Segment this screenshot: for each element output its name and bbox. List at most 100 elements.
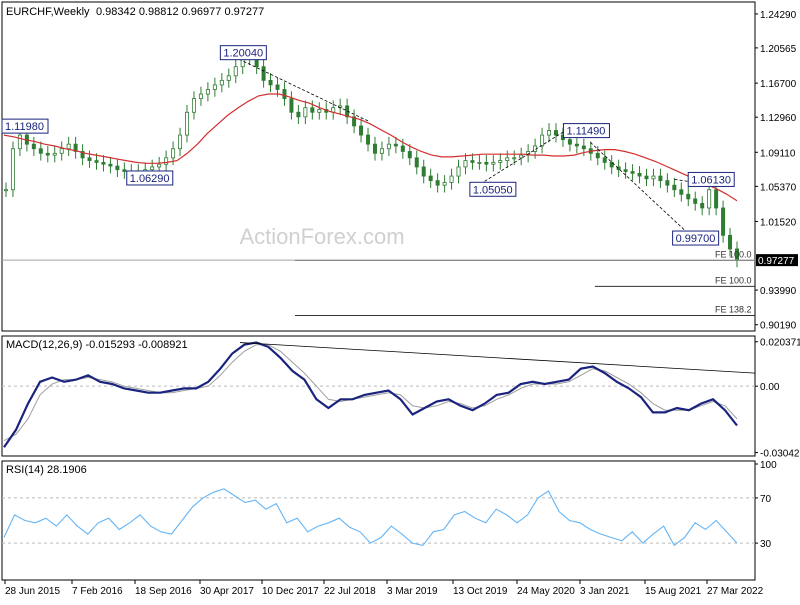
fe-level-label: FE 100.0 [715, 249, 752, 259]
candle [38, 148, 43, 154]
trendline [225, 52, 370, 122]
fe-level-label: FE 138.2 [715, 305, 752, 315]
candle [352, 116, 357, 127]
price-annotation-label: 1.20040 [223, 48, 263, 60]
candle [463, 160, 468, 168]
price-annotation-label: 1.11490 [566, 126, 605, 138]
candle [31, 143, 36, 150]
candle [52, 152, 57, 156]
candle [296, 111, 301, 118]
candle [4, 189, 9, 192]
macd-title: MACD(12,26,9) -0.015293 -0.008921 [6, 339, 188, 351]
macd-line [3, 341, 738, 448]
rsi-tick-label: 100 [760, 460, 777, 471]
macd-panel [1, 335, 756, 457]
price-tick-label: 1.01520 [760, 217, 797, 228]
x-tick-label: 3 Mar 2019 [387, 586, 438, 597]
macd-tick-label: 0.020371 [760, 338, 800, 349]
candle [477, 161, 482, 164]
fe-level-label: FE 100.0 [715, 275, 752, 285]
x-tick-label: 22 Jul 2018 [324, 586, 376, 597]
candle [80, 151, 85, 159]
candle [728, 234, 733, 250]
macd-tick-label: 0.00 [760, 382, 780, 393]
candle [386, 143, 391, 150]
candle [428, 175, 433, 182]
price-tick-label: 1.05370 [760, 182, 797, 193]
candle [359, 125, 364, 136]
candle [581, 145, 586, 150]
candle [449, 175, 454, 183]
candle [644, 175, 649, 180]
price-tick-label: 1.09110 [760, 148, 796, 159]
candle [372, 143, 377, 154]
candle [519, 154, 524, 159]
candle [505, 157, 510, 161]
x-tick-label: 27 Mar 2022 [707, 586, 764, 597]
price-annotation-label: 1.05050 [473, 184, 513, 196]
candle [233, 66, 238, 77]
candle [630, 171, 635, 174]
price-annotation-label: 0.99700 [676, 233, 716, 245]
price-annotation-box [562, 123, 610, 139]
candle [178, 134, 183, 150]
candle [379, 148, 384, 154]
candle [602, 157, 607, 163]
candle [73, 143, 78, 152]
candle [407, 151, 412, 159]
last-price-label: 0.97277 [758, 256, 795, 267]
price-tick-label: 0.90190 [760, 321, 797, 332]
candle [693, 198, 698, 204]
candle [268, 79, 273, 86]
candle [574, 143, 579, 147]
candle [317, 109, 322, 113]
x-tick-label: 13 Oct 2019 [453, 586, 508, 597]
candle [553, 130, 558, 136]
candle [66, 143, 71, 150]
candle [108, 163, 113, 167]
candle [115, 165, 120, 171]
x-tick-label: 15 Aug 2021 [645, 586, 702, 597]
candle [122, 169, 127, 172]
x-tick-label: 3 Jan 2021 [580, 586, 630, 597]
watermark: ActionForex.com [239, 224, 404, 249]
candle [435, 180, 440, 186]
candle [205, 89, 210, 95]
candle [421, 166, 426, 177]
candle [665, 180, 670, 186]
candle [456, 166, 461, 177]
candle [672, 184, 677, 191]
price-annotation-box [219, 45, 267, 61]
price-annotation-box [126, 170, 174, 186]
candle [275, 84, 280, 90]
candle [171, 148, 176, 159]
macd-trendline [239, 342, 756, 374]
trendline [590, 142, 691, 236]
last-price-tag [756, 254, 798, 267]
x-tick-label: 24 May 2020 [517, 586, 575, 597]
candle [595, 152, 600, 159]
candle [707, 189, 712, 209]
trendline [674, 179, 722, 187]
candle [164, 157, 169, 165]
candle [191, 98, 196, 113]
candle [700, 203, 705, 209]
candle [59, 148, 64, 154]
x-tick-label: 28 Jun 2015 [5, 586, 60, 597]
candle [393, 143, 398, 147]
candle [310, 107, 315, 113]
candle [101, 161, 106, 165]
candle [17, 134, 22, 150]
macd-signal-line [3, 344, 738, 442]
rsi-line [3, 488, 738, 547]
price-annotation-box [469, 181, 517, 197]
price-annotation-box [672, 230, 720, 246]
price-tick-label: 1.20565 [760, 44, 797, 55]
candle [686, 193, 691, 200]
candle [157, 163, 162, 168]
candle [623, 169, 628, 172]
candle [289, 98, 294, 113]
candle [616, 166, 621, 171]
candle [198, 93, 203, 100]
